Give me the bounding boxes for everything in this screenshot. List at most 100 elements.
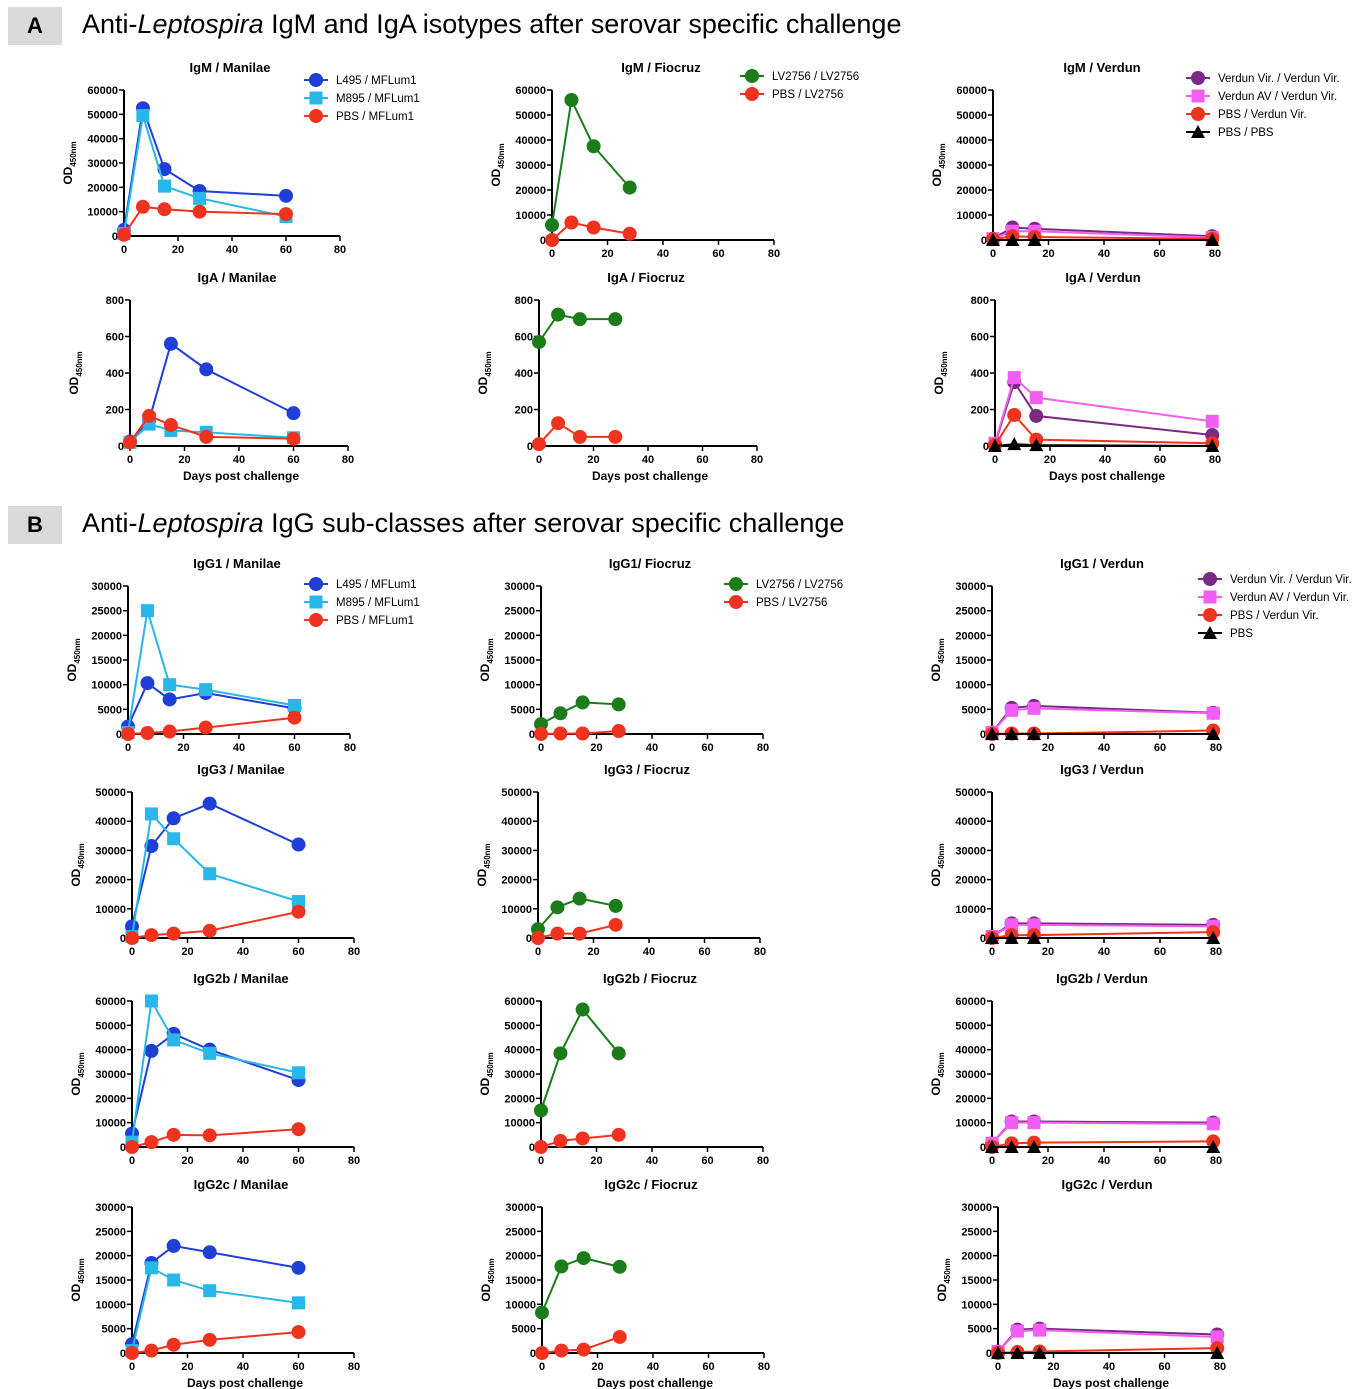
data-point [199, 683, 213, 697]
chart-igg3-manilae: IgG3 / Manilae 0 10000 20000 30000 40000 50000… [69, 762, 360, 958]
data-point [1004, 727, 1019, 740]
x-tick-label: 20 [1042, 248, 1054, 260]
data-point [166, 811, 181, 826]
x-tick-label: 20 [181, 1361, 193, 1373]
series-0 [534, 1002, 626, 1118]
data-point [291, 1260, 306, 1275]
y-axis-label: OD450nm [478, 1052, 495, 1095]
y-tick-label: 50000 [956, 110, 987, 122]
data-point [608, 898, 623, 913]
data-point [611, 697, 626, 712]
data-point [288, 698, 301, 712]
x-tick-label: 0 [989, 742, 995, 754]
x-tick-label: 20 [590, 742, 602, 754]
x-tick-label: 0 [121, 244, 127, 256]
legend-marker [1203, 626, 1217, 639]
series-1 [535, 1329, 627, 1360]
y-tick-label: 20000 [505, 1251, 536, 1263]
y-tick-label: 10000 [95, 1299, 126, 1311]
x-tick-label: 60 [1154, 1155, 1166, 1167]
y-tick-label: 15000 [505, 1275, 536, 1287]
data-point [545, 233, 559, 247]
legend-label: Verdun Vir. / Verdun Vir. [1230, 574, 1352, 586]
x-tick-label: 0 [127, 454, 133, 466]
chart-title: IgG2b / Fiocruz [603, 971, 697, 986]
x-tick-label: 0 [536, 454, 542, 466]
data-point [554, 1343, 569, 1358]
y-tick-label: 0 [112, 231, 118, 243]
x-tick-label: 80 [342, 454, 354, 466]
y-tick-label: 30000 [95, 1069, 126, 1081]
y-tick-label: 10000 [956, 210, 987, 222]
y-tick-label: 10000 [87, 207, 118, 219]
data-point [1029, 438, 1044, 452]
x-tick-label: 60 [1154, 946, 1166, 958]
legend-marker [1203, 572, 1217, 586]
y-tick-label: 30000 [956, 160, 987, 172]
x-tick-label: 20 [178, 454, 190, 466]
series-line [127, 610, 295, 733]
chart-title: IgG2c / Verdun [1061, 1177, 1152, 1192]
x-tick-label: 40 [1098, 742, 1110, 754]
y-tick-label: 25000 [505, 1226, 536, 1238]
chart-igg3-fiocruz: IgG3 / Fiocruz 0 10000 20000 30000 40000 50000… [475, 762, 766, 958]
series-1 [117, 109, 293, 241]
x-tick-label: 60 [698, 946, 710, 958]
x-tick-label: 60 [1154, 454, 1166, 466]
series-line [537, 923, 616, 939]
y-tick-label: 25000 [961, 1226, 992, 1238]
data-point [166, 1238, 181, 1253]
data-point [575, 695, 590, 710]
x-tick-label: 60 [701, 742, 713, 754]
x-tick-label: 0 [549, 248, 555, 260]
y-tick-label: 0 [120, 933, 126, 945]
x-tick-label: 20 [177, 742, 189, 754]
y-tick-label: 15000 [504, 655, 535, 667]
series-0 [532, 307, 623, 349]
y-tick-label: 800 [106, 295, 124, 307]
data-point [163, 336, 178, 351]
y-tick-label: 800 [515, 295, 533, 307]
legend-label: Verdun Vir. / Verdun Vir. [1218, 73, 1340, 85]
y-axis-label: OD450nm [65, 638, 82, 681]
legend: Verdun Vir. / Verdun Vir. Verdun AV / Ver… [1186, 71, 1340, 139]
x-tick-label: 0 [990, 248, 996, 260]
y-tick-label: 200 [515, 405, 533, 417]
y-tick-label: 10000 [95, 1118, 126, 1130]
data-point [1027, 1116, 1041, 1130]
x-tick-label: 80 [1210, 946, 1222, 958]
data-point [166, 1337, 181, 1352]
legend-marker [1203, 608, 1217, 622]
data-point [123, 435, 137, 450]
chart-igg1-verdun: IgG1 / Verdun 0 5000 10000 15000 20000 25000 30… [929, 556, 1352, 754]
legend-label: Verdun AV / Verdun Vir. [1230, 592, 1349, 604]
series-2 [117, 199, 293, 242]
data-point [1027, 918, 1041, 932]
y-tick-label: 5000 [102, 1324, 126, 1336]
y-tick-label: 0 [118, 441, 124, 453]
series-0 [125, 796, 306, 934]
data-point [534, 717, 548, 732]
data-point [162, 724, 177, 739]
y-tick-label: 0 [116, 729, 122, 741]
chart-igg2c-verdun: IgG2c / Verdun 0 5000 10000 15000 20000 25000 3… [935, 1177, 1226, 1389]
y-tick-label: 25000 [91, 606, 122, 618]
data-point [166, 926, 181, 941]
x-tick-label: 80 [758, 1361, 770, 1373]
series-0 [985, 916, 1221, 944]
y-tick-label: 30000 [955, 1069, 986, 1081]
data-point [550, 900, 565, 915]
data-point [121, 727, 135, 741]
y-tick-label: 40000 [501, 816, 532, 828]
y-tick-label: 60000 [87, 85, 118, 97]
data-point [125, 919, 139, 934]
y-tick-label: 10000 [504, 1118, 535, 1130]
data-point [564, 215, 579, 230]
y-tick-label: 60000 [956, 85, 987, 97]
data-point [1033, 1323, 1047, 1337]
x-tick-label: 40 [642, 454, 654, 466]
series-3 [985, 727, 1221, 740]
data-point [1027, 727, 1041, 740]
y-tick-label: 20000 [501, 875, 532, 887]
data-point [1029, 391, 1043, 405]
